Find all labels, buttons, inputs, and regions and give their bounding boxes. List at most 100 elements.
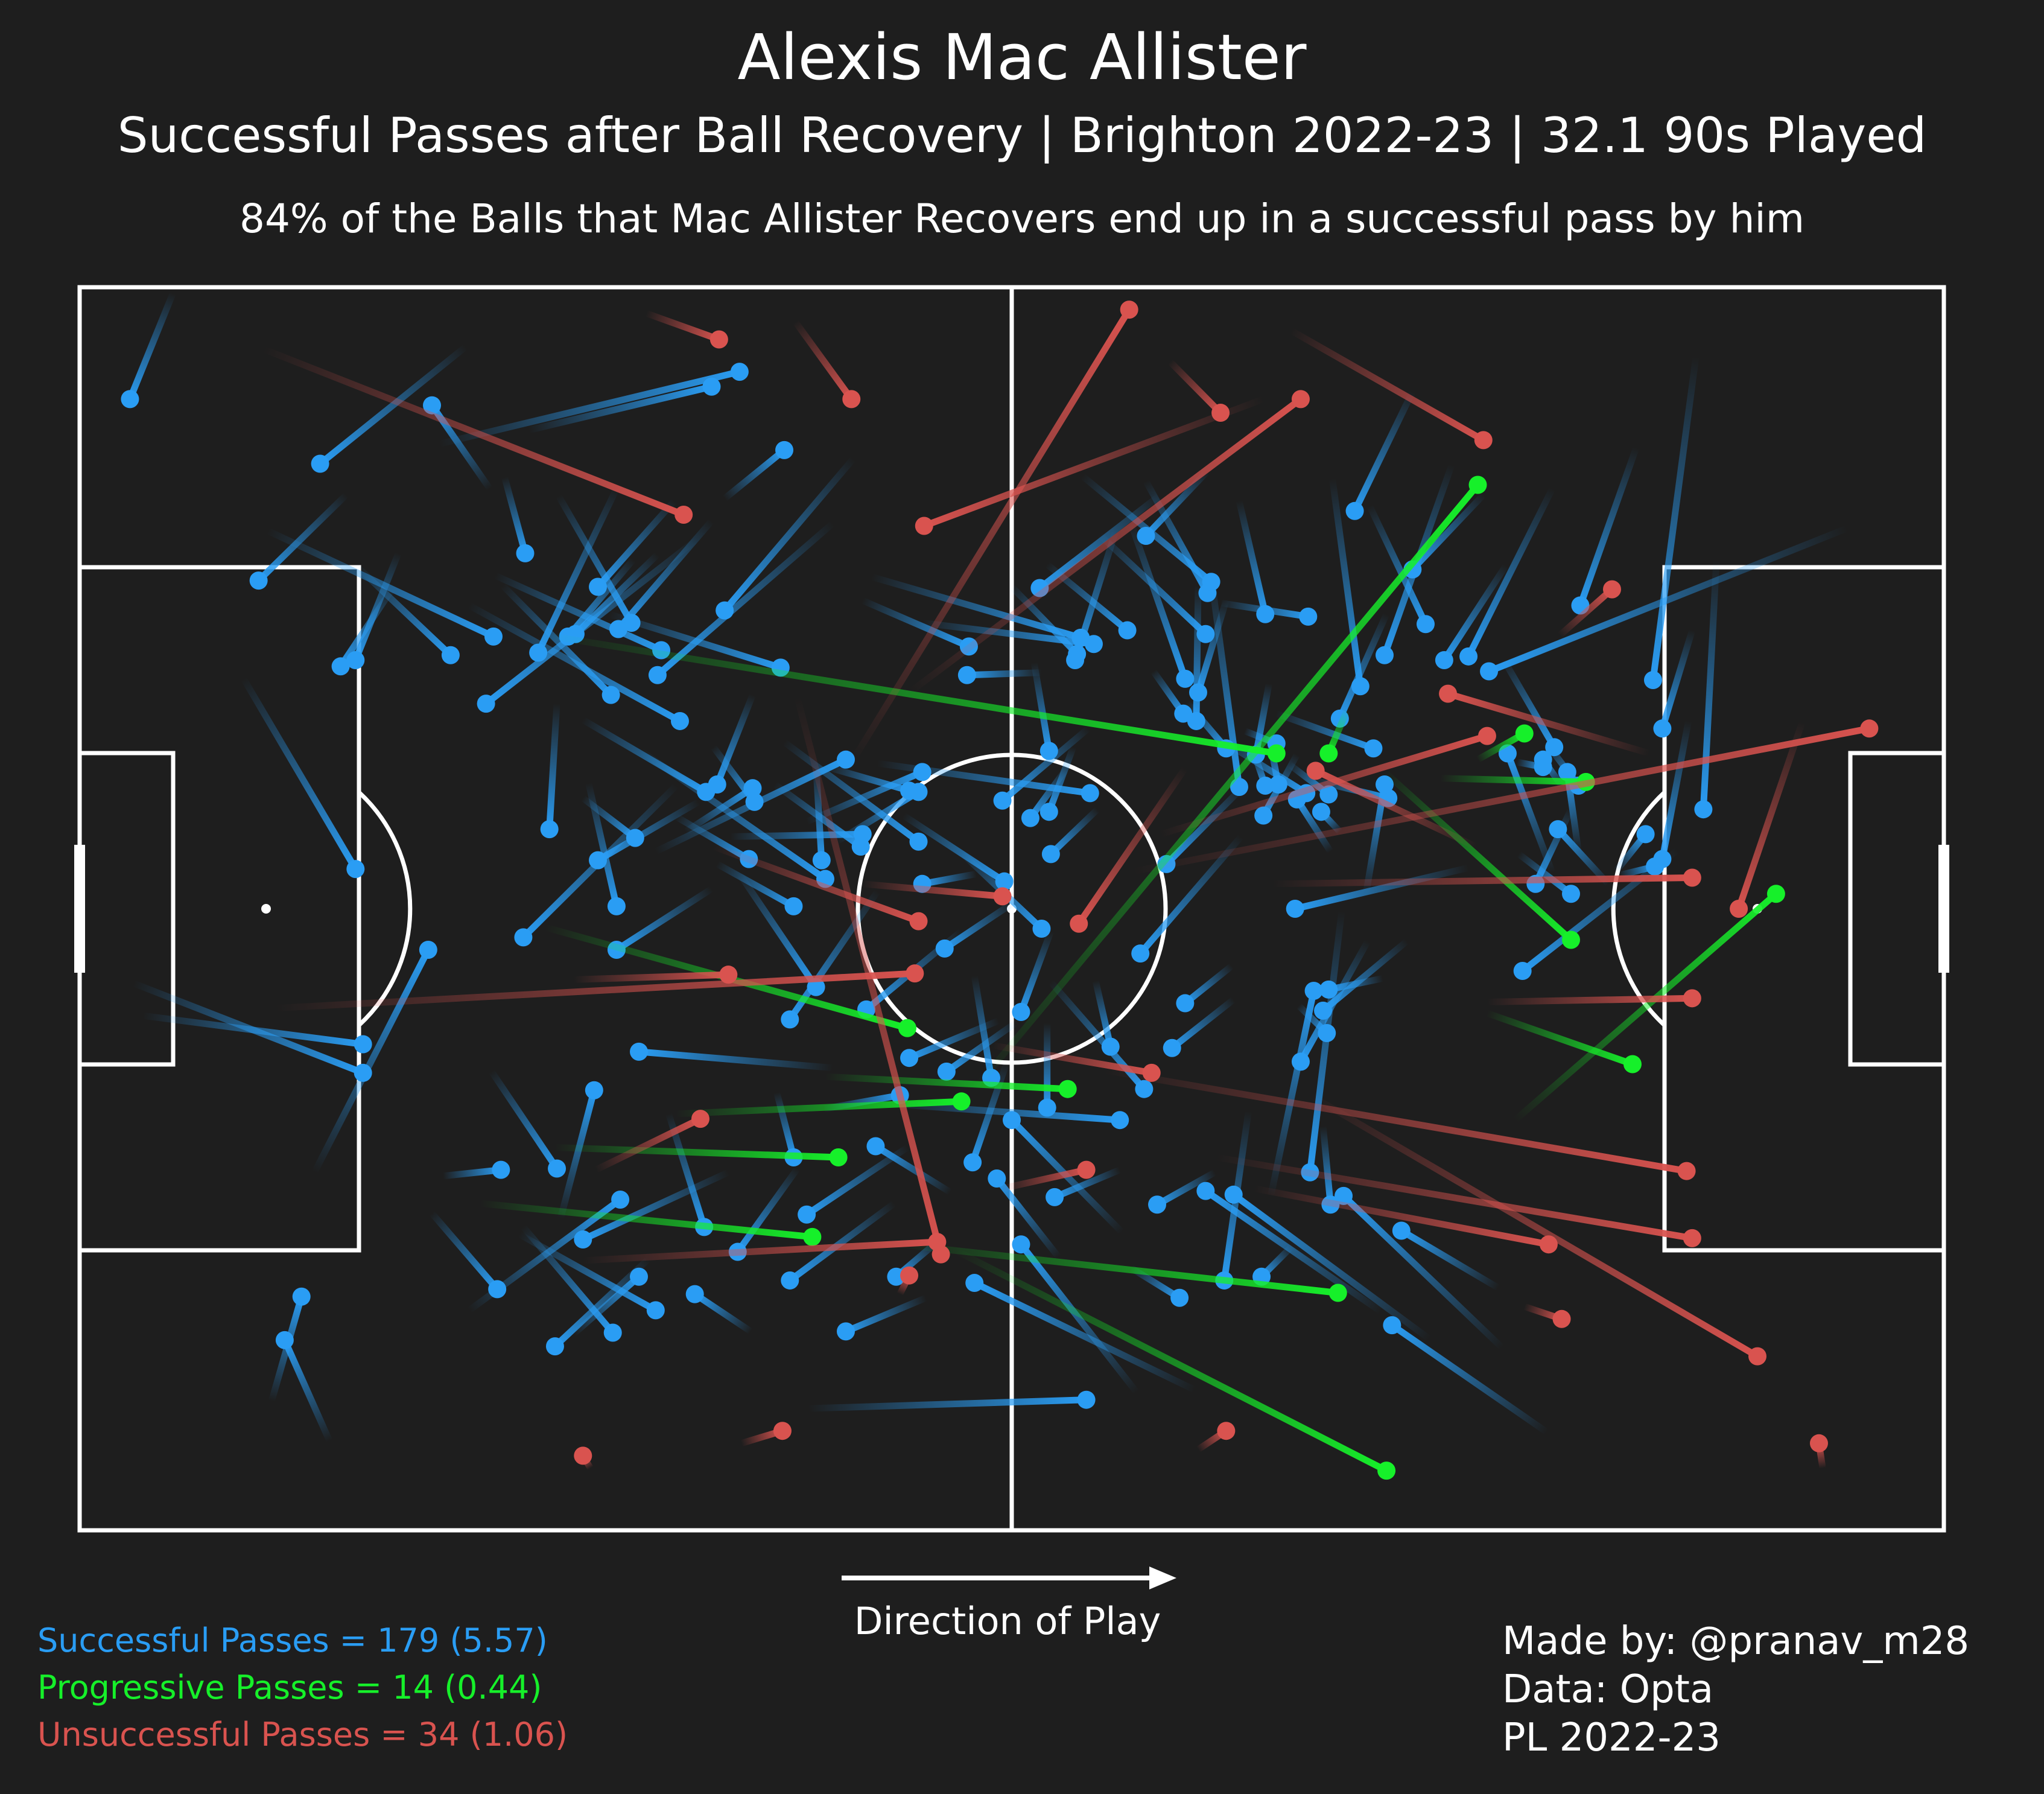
pass-line [354,564,454,659]
pass-line [557,1087,598,1222]
pass-line [1306,1092,1761,1360]
pass-line [501,474,529,557]
pass-line [1381,768,1575,943]
pass-end-point [909,912,928,930]
pass-line [570,971,732,983]
pass-end-point [1021,809,1039,827]
pass-end-point [1766,885,1785,903]
pass-end-point [1187,711,1205,730]
pass-line [1047,806,1101,857]
pass-line [1441,562,1509,664]
pass-end-point [685,1285,704,1303]
pass-end-point [1041,845,1060,864]
pass-line [1649,353,1700,684]
pass-line [1252,680,1272,759]
pass-line [337,585,396,670]
pass-line [264,527,497,640]
pass-line [492,572,665,654]
pass-line [1269,874,1696,888]
pass-line [613,885,716,953]
pass-end-point [1513,962,1532,980]
pass-line [907,395,1304,695]
pass-line [139,1012,367,1048]
pass-end-point [836,1322,855,1341]
pass-end-point [993,791,1012,810]
pass-end-point [1267,744,1286,763]
pass-end-point [1170,1288,1189,1307]
pass-end-point [630,1042,648,1061]
pass-end-point [935,939,954,958]
pass-line [993,1175,1062,1261]
pass-end-point [1683,1229,1701,1247]
pass-end-point [1562,930,1580,949]
pass-line [1366,503,1429,628]
pass-end-point [1376,646,1394,664]
pass-end-point [1217,1422,1236,1440]
pass-line [615,517,716,632]
pass-end-point [1643,670,1662,689]
pass-line [1484,994,1696,1005]
pass-line [691,1291,754,1335]
pass-layer [121,290,1879,1480]
pass-end-point [540,820,559,839]
pass-line [1157,733,1491,838]
pass-end-point [648,666,667,684]
pass-end-point [1012,1002,1030,1021]
pitch-markings [74,285,1949,1533]
pass-end-point [1383,1316,1401,1335]
pass-line [842,1294,930,1335]
pass-end-point [730,363,749,381]
pass-end-point [965,1274,984,1293]
pass-line [1008,583,1081,658]
pass-end-point [1439,684,1458,703]
pass-end-point [709,330,728,349]
pass-end-point [900,781,919,800]
pass-line [268,1293,305,1405]
pass-line [1504,750,1556,876]
pass-line [1735,719,1806,912]
credits: Made by: @pranav_m28 Data: Opta PL 2022-… [1502,1617,1969,1762]
pass-line [1511,890,1780,1124]
pass-end-point [477,695,495,713]
pass-line [126,290,176,402]
pass-line [971,1279,1198,1393]
successful-passes-series [121,290,1850,1445]
pass-end-point [812,851,831,870]
credit-competition: PL 2022-23 [1502,1716,1721,1760]
pass-end-point [574,1230,592,1248]
pass-end-point [716,601,734,620]
pass-end-point [1291,390,1310,409]
pass-line [477,1200,816,1241]
pass-end-point [1653,719,1672,738]
pass-line [952,1247,1390,1474]
pass-line [1658,627,1696,732]
pass-line [635,1048,836,1072]
pass-line [546,700,560,833]
pass-line [943,1020,1019,1075]
pass-line [900,812,1008,885]
pass-end-point [548,1159,567,1178]
pass-line [654,520,836,679]
pass-line [781,739,922,845]
pass-line [773,1089,797,1161]
pass-line [1202,1188,1385,1315]
pass-end-point [1084,635,1103,654]
pass-line [1556,586,1616,639]
pass-end-point [909,832,928,851]
pass-line [466,602,684,725]
pass-line [1268,987,1318,1200]
pass-line [734,1165,801,1256]
pass-end-point [993,887,1012,906]
pass-end-point [1534,750,1552,769]
pass-line [1213,1154,1696,1242]
pass-line [794,694,945,1258]
legend-progressive: Progressive Passes = 14 (0.44) [37,1668,542,1707]
pass-line [714,860,797,910]
left-penalty-arc [357,790,413,1027]
pass-end-point [1077,1390,1096,1409]
pass-line [736,870,820,991]
pass-end-point [1748,1347,1766,1366]
pass-end-point [952,1092,971,1111]
pass-line [963,669,1045,679]
